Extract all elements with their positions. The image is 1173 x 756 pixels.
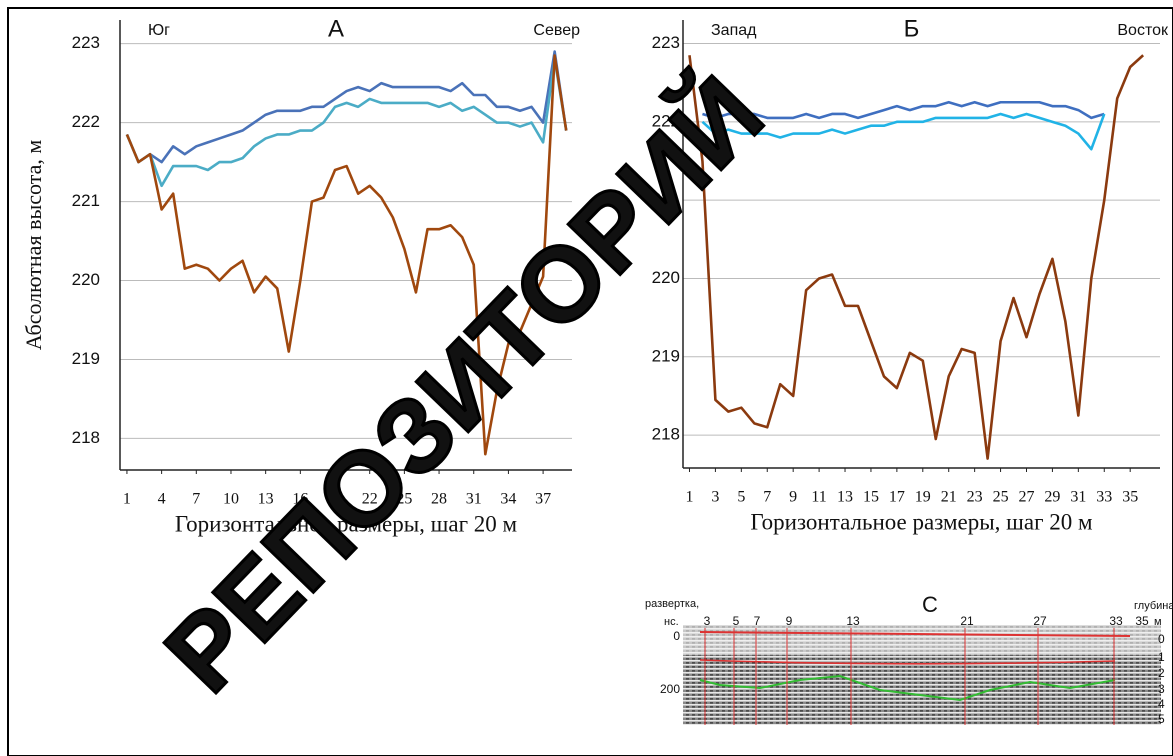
annotation: Юг: [148, 22, 170, 39]
depth-tick-label: 4: [1158, 697, 1165, 711]
x-tick-label: 10: [223, 491, 239, 508]
top-label: 13: [846, 614, 860, 628]
y-axis-label: Абсолютная высота, м: [21, 140, 46, 351]
x-tick-label: 27: [1018, 489, 1034, 506]
top-label: 7: [754, 614, 761, 628]
series-line: [127, 52, 566, 163]
axis-label: глубина: [1134, 600, 1173, 612]
x-tick-label: 1: [123, 491, 131, 508]
x-tick-label: 29: [1044, 489, 1060, 506]
top-label: 9: [786, 614, 793, 628]
annotation: Север: [533, 22, 580, 39]
x-tick-label: 9: [789, 489, 797, 506]
x-tick-label: 35: [1122, 489, 1138, 506]
x-tick-label: 5: [737, 489, 745, 506]
y-tick-label: 222: [72, 112, 100, 131]
y-tick-label: 220: [72, 270, 100, 289]
y-tick-label: 0: [673, 629, 680, 643]
x-tick-label: 34: [500, 491, 516, 508]
x-tick-label: 1: [685, 489, 693, 506]
x-tick-label: 31: [1070, 489, 1086, 506]
depth-tick-label: 5: [1158, 712, 1165, 726]
x-tick-label: 4: [158, 491, 166, 508]
y-tick-label: 200: [660, 682, 680, 696]
y-tick-label: 221: [72, 191, 100, 210]
annotation: Запад: [711, 22, 757, 39]
depth-tick-label: 2: [1158, 666, 1165, 680]
panel-title: С: [922, 592, 938, 617]
depth-tick-label: 1: [1158, 650, 1165, 664]
x-axis-label: Горизонтальное размеры, шаг 20 м: [750, 509, 1093, 534]
y-tick-label: 223: [72, 33, 100, 52]
top-label: 5: [733, 614, 740, 628]
y-tick-label: 219: [652, 346, 680, 365]
x-tick-label: 7: [192, 491, 200, 508]
x-tick-label: 17: [889, 489, 905, 506]
chart-title: Б: [904, 15, 920, 42]
x-tick-label: 13: [837, 489, 853, 506]
x-tick-label: 7: [763, 489, 771, 506]
x-tick-label: 37: [535, 491, 551, 508]
x-tick-label: 15: [863, 489, 879, 506]
watermark: РЕПОЗИТОРИЙ: [142, 54, 785, 714]
x-tick-label: 21: [941, 489, 957, 506]
annotation: Восток: [1117, 22, 1169, 39]
top-label: 21: [960, 614, 974, 628]
chart-title: А: [328, 15, 344, 42]
x-tick-label: 31: [466, 491, 482, 508]
y-tick-label: 223: [652, 33, 680, 52]
radar-image: [683, 625, 1161, 725]
x-tick-label: 25: [993, 489, 1009, 506]
top-label: 3: [704, 614, 711, 628]
figure: 2182192202212222231471013161922252831343…: [0, 0, 1173, 756]
axis-label: м: [1154, 616, 1162, 628]
depth-tick-label: 0: [1158, 632, 1165, 646]
top-label: 35: [1135, 614, 1149, 628]
axis-label: развертка,: [645, 598, 699, 610]
axis-label: нс.: [664, 616, 679, 628]
y-tick-label: 218: [652, 425, 680, 444]
x-tick-label: 23: [967, 489, 983, 506]
x-tick-label: 33: [1096, 489, 1112, 506]
y-tick-label: 219: [72, 349, 100, 368]
top-label: 33: [1109, 614, 1123, 628]
x-tick-label: 11: [811, 489, 826, 506]
top-label: 27: [1033, 614, 1047, 628]
x-tick-label: 19: [915, 489, 931, 506]
y-tick-label: 220: [652, 268, 680, 287]
depth-tick-label: 3: [1158, 682, 1165, 696]
x-tick-label: 3: [711, 489, 719, 506]
y-tick-label: 218: [72, 428, 100, 447]
